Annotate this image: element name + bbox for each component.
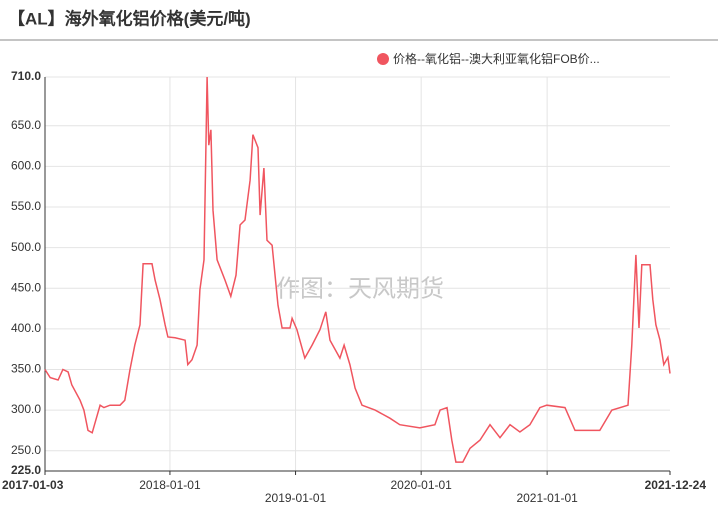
watermark: 作图：天风期货 (276, 275, 444, 302)
y-tick-label: 600.0 (11, 159, 41, 173)
x-tick-label: 2020-01-01 (390, 478, 452, 492)
x-tick-label: 2017-01-03 (2, 478, 64, 492)
x-tick-label: 2018-01-01 (139, 478, 201, 492)
x-tick-label: 2021-01-01 (516, 491, 578, 505)
y-tick-label: 400.0 (11, 321, 41, 335)
series-line (44, 76, 671, 463)
chart-title: 【AL】海外氧化铝价格(美元/吨) (8, 8, 251, 28)
y-tick-label: 450.0 (11, 280, 41, 294)
legend-label: 价格--氧化铝--澳大利亚氧化铝FOB价... (393, 51, 600, 66)
y-tick-label: 350.0 (11, 362, 41, 376)
y-tick-label: 250.0 (11, 443, 41, 457)
y-tick-label: 710.0 (11, 69, 41, 83)
x-tick-label: 2021-12-24 (645, 478, 707, 492)
x-tick-label: 2019-01-01 (265, 491, 327, 505)
y-tick-label: 300.0 (11, 402, 41, 416)
y-tick-label: 500.0 (11, 240, 41, 254)
y-tick-label: 650.0 (11, 118, 41, 132)
y-tick-label: 225.0 (11, 463, 41, 477)
legend-marker (377, 53, 389, 65)
y-tick-label: 550.0 (11, 199, 41, 213)
